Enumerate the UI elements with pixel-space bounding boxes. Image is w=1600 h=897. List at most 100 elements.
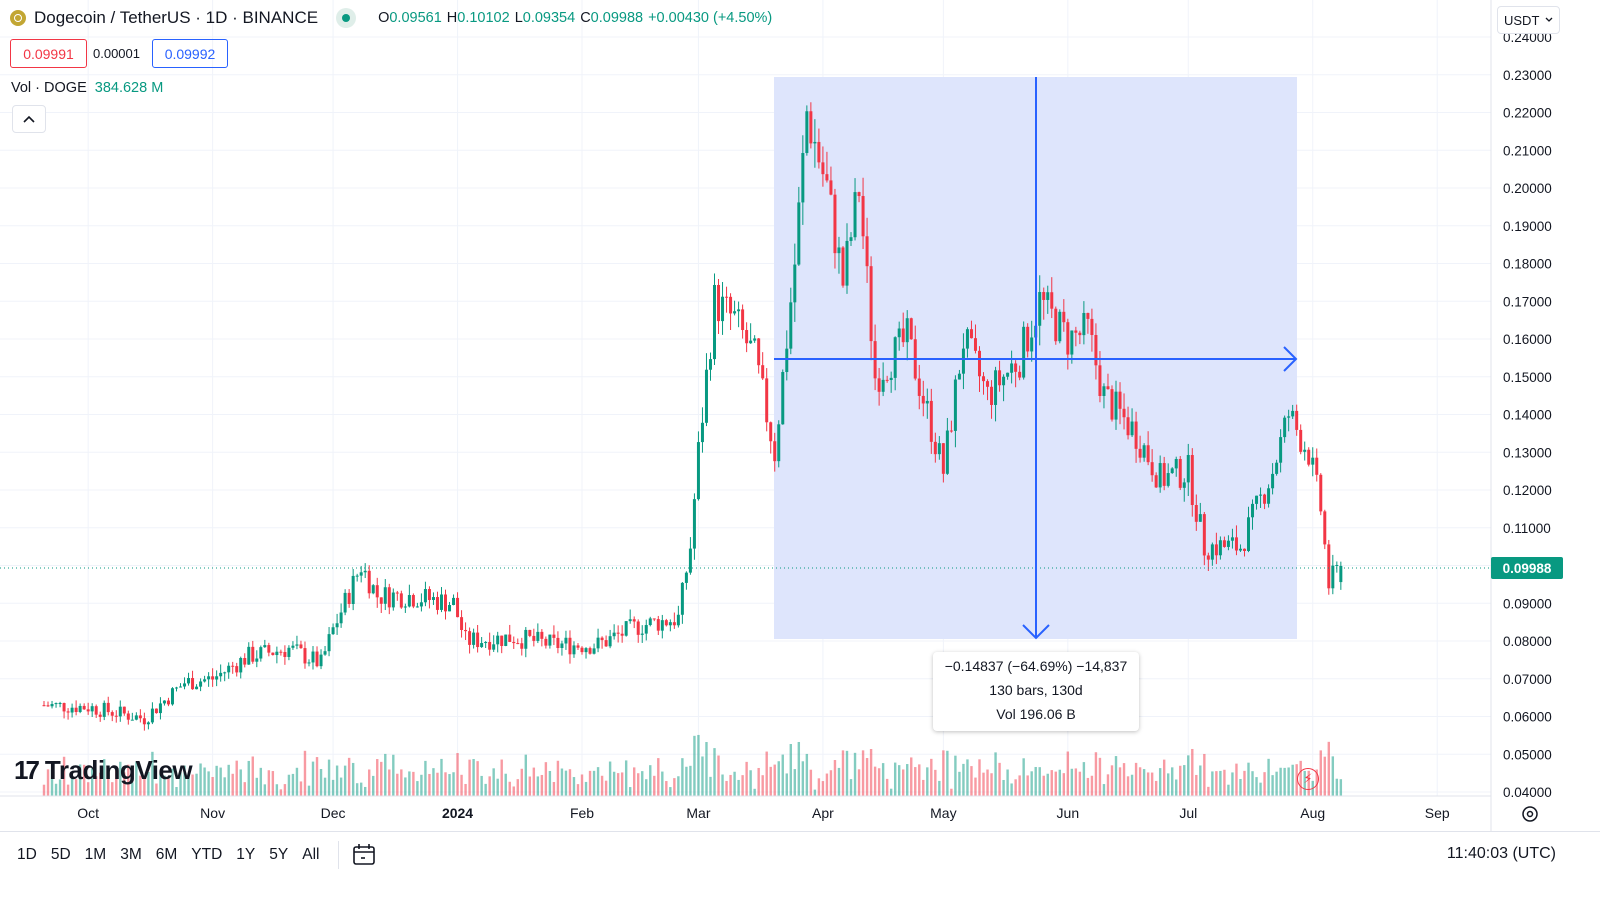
candle-body [142, 718, 146, 725]
candle-body [295, 644, 299, 646]
candle-body [1086, 312, 1090, 319]
volume-bar [183, 765, 186, 796]
range-5d[interactable]: 5D [50, 846, 71, 863]
candle-body [572, 645, 576, 655]
range-1y[interactable]: 1Y [236, 846, 256, 863]
range-3m[interactable]: 3M [120, 846, 142, 863]
candle-body [199, 681, 203, 687]
volume-bar [335, 765, 339, 796]
volume-bar [1010, 783, 1013, 796]
sell-button[interactable]: 0.09991 [10, 39, 87, 68]
volume-bar [1339, 779, 1343, 796]
volume-bar [829, 770, 833, 796]
volume-bar [641, 771, 644, 796]
candle-body [283, 652, 287, 657]
candle-body [604, 640, 608, 647]
candle-body [335, 623, 339, 628]
volume-bar [616, 773, 620, 796]
range-ytd[interactable]: YTD [191, 846, 223, 863]
range-5y[interactable]: 5Y [269, 846, 289, 863]
candle-body [1122, 408, 1126, 418]
range-6m[interactable]: 6M [155, 846, 178, 863]
buy-button[interactable]: 0.09992 [152, 39, 228, 68]
volume-bar [865, 758, 869, 796]
volume-bar [428, 773, 431, 796]
candle-body [753, 338, 757, 341]
symbol-title[interactable]: Dogecoin / TetherUS · 1D · BINANCE [34, 8, 319, 27]
candle-body [1158, 463, 1162, 488]
volume-bar [1227, 784, 1230, 796]
volume-bar [785, 773, 788, 796]
volume-bar [681, 758, 684, 796]
volume-bar [857, 769, 861, 796]
volume-bar [528, 776, 532, 796]
candle-body [355, 575, 359, 577]
collapse-legend-button[interactable] [12, 105, 46, 133]
market-status-icon[interactable] [336, 8, 357, 28]
candle-body [668, 622, 672, 626]
volume-bar [131, 782, 134, 796]
volume-bar [235, 760, 238, 796]
volume-bar [355, 783, 359, 796]
candle-body [367, 570, 371, 594]
candle-body [387, 587, 391, 608]
candle-body [488, 641, 492, 650]
candle-body [211, 676, 215, 680]
volume-bar [1150, 772, 1154, 796]
volume-bar [392, 754, 395, 796]
volume-bar [1110, 765, 1114, 796]
candle-body [1299, 429, 1303, 452]
candle-body [391, 592, 395, 608]
volume-bar [1114, 756, 1118, 796]
volume-bar [713, 748, 716, 796]
calendar-goto-icon[interactable] [351, 843, 377, 867]
volume-bar [327, 759, 331, 796]
utc-clock[interactable]: 11:40:03 (UTC) [1446, 845, 1556, 862]
candle-body [203, 679, 207, 682]
volume-bar [797, 741, 801, 796]
time-axis[interactable]: Oct Nov Dec 2024 Feb Mar Apr May Jun Jul Aug Sep [77, 805, 1450, 821]
settings-gear-icon[interactable] [1520, 804, 1540, 824]
volume-bar [359, 782, 363, 796]
candle-body [528, 629, 532, 636]
candle-body [1182, 482, 1186, 488]
range-1m[interactable]: 1M [84, 846, 107, 863]
candle-body [62, 703, 66, 712]
volume-value: 384.628 M [94, 80, 164, 96]
volume-bar [881, 763, 885, 796]
dogecoin-icon [10, 10, 26, 26]
candle-body [1327, 544, 1331, 589]
lightning-icon[interactable]: ⚡ [1297, 768, 1319, 790]
candle-body [460, 617, 464, 630]
candle-body [957, 373, 961, 380]
price-tick-label: 0.19000 [1503, 219, 1552, 234]
candle-body [680, 582, 684, 615]
volume-bar [1134, 762, 1138, 796]
volume-bar [347, 757, 351, 796]
volume-bar [436, 772, 439, 796]
candle-body [588, 648, 592, 654]
candle-body [969, 329, 973, 339]
candle-body [58, 703, 62, 705]
candle-body [375, 585, 379, 598]
candle-body [275, 651, 279, 656]
currency-select[interactable]: USDT [1497, 6, 1560, 34]
range-1d[interactable]: 1D [17, 846, 37, 863]
volume-bar [291, 773, 295, 796]
volume-bar [833, 760, 837, 796]
volume-bar [1215, 771, 1218, 796]
volume-bar [66, 784, 70, 796]
candle-body [431, 597, 435, 600]
candle-body [660, 620, 664, 631]
tradingview-logo[interactable]: 17 TradingView [14, 755, 193, 786]
volume-bar [1267, 758, 1270, 796]
volume-bar [637, 773, 640, 796]
range-all[interactable]: All [302, 846, 320, 863]
volume-bar [331, 779, 335, 796]
candle-body [1062, 311, 1066, 323]
volume-bar [633, 767, 636, 796]
volume-bar [440, 758, 443, 796]
price-axis[interactable]: 0.240000.230000.220000.210000.200000.190… [1503, 30, 1552, 800]
volume-bar [757, 767, 760, 796]
